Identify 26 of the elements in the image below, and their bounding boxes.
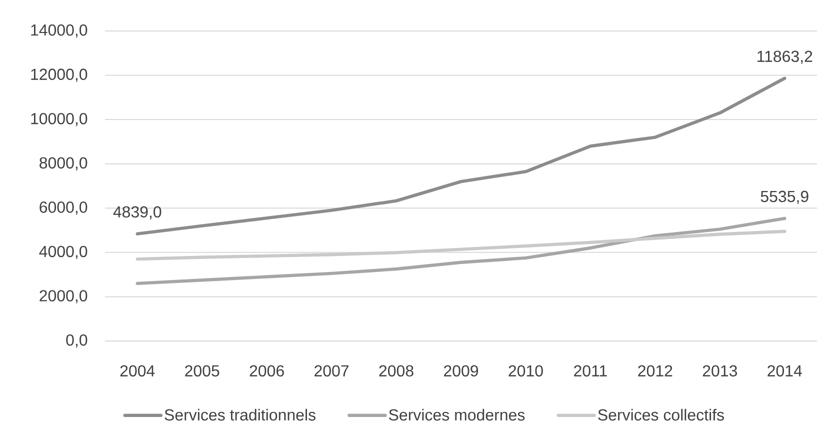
- data-label: 5535,9: [760, 190, 808, 204]
- y-tick-label: 10000,0: [31, 112, 88, 126]
- y-tick-label: 6000,0: [40, 202, 88, 215]
- legend-label: Services collectifs: [598, 408, 724, 421]
- x-tick-label: 2014: [768, 365, 802, 377]
- x-tick-label: 2004: [120, 365, 155, 377]
- y-tick-label: 4000,0: [39, 246, 88, 260]
- y-tick-label: 2000,0: [40, 290, 88, 304]
- x-tick-label: 2009: [444, 365, 478, 377]
- data-label: 4839,0: [113, 206, 162, 220]
- legend-label: Services traditionnels: [164, 408, 316, 421]
- line-series: [136, 230, 786, 261]
- legend-label: Services modernes: [389, 408, 525, 421]
- x-tick-label: 2013: [702, 365, 737, 377]
- y-tick-label: 14000,0: [31, 24, 88, 38]
- y-tick-label: 0,0: [66, 334, 88, 348]
- x-tick-label: 2008: [379, 365, 414, 377]
- data-label: 11863,2: [758, 50, 812, 64]
- x-tick-label: 2006: [250, 365, 284, 377]
- x-tick-label: 2011: [574, 365, 607, 377]
- x-tick-label: 2005: [185, 365, 220, 377]
- x-tick-label: 2010: [508, 365, 543, 377]
- x-tick-label: 2012: [638, 365, 672, 377]
- y-tick-label: 8000,0: [40, 157, 88, 170]
- y-tick-label: 12000,0: [31, 68, 88, 82]
- x-tick-label: 2007: [314, 365, 349, 377]
